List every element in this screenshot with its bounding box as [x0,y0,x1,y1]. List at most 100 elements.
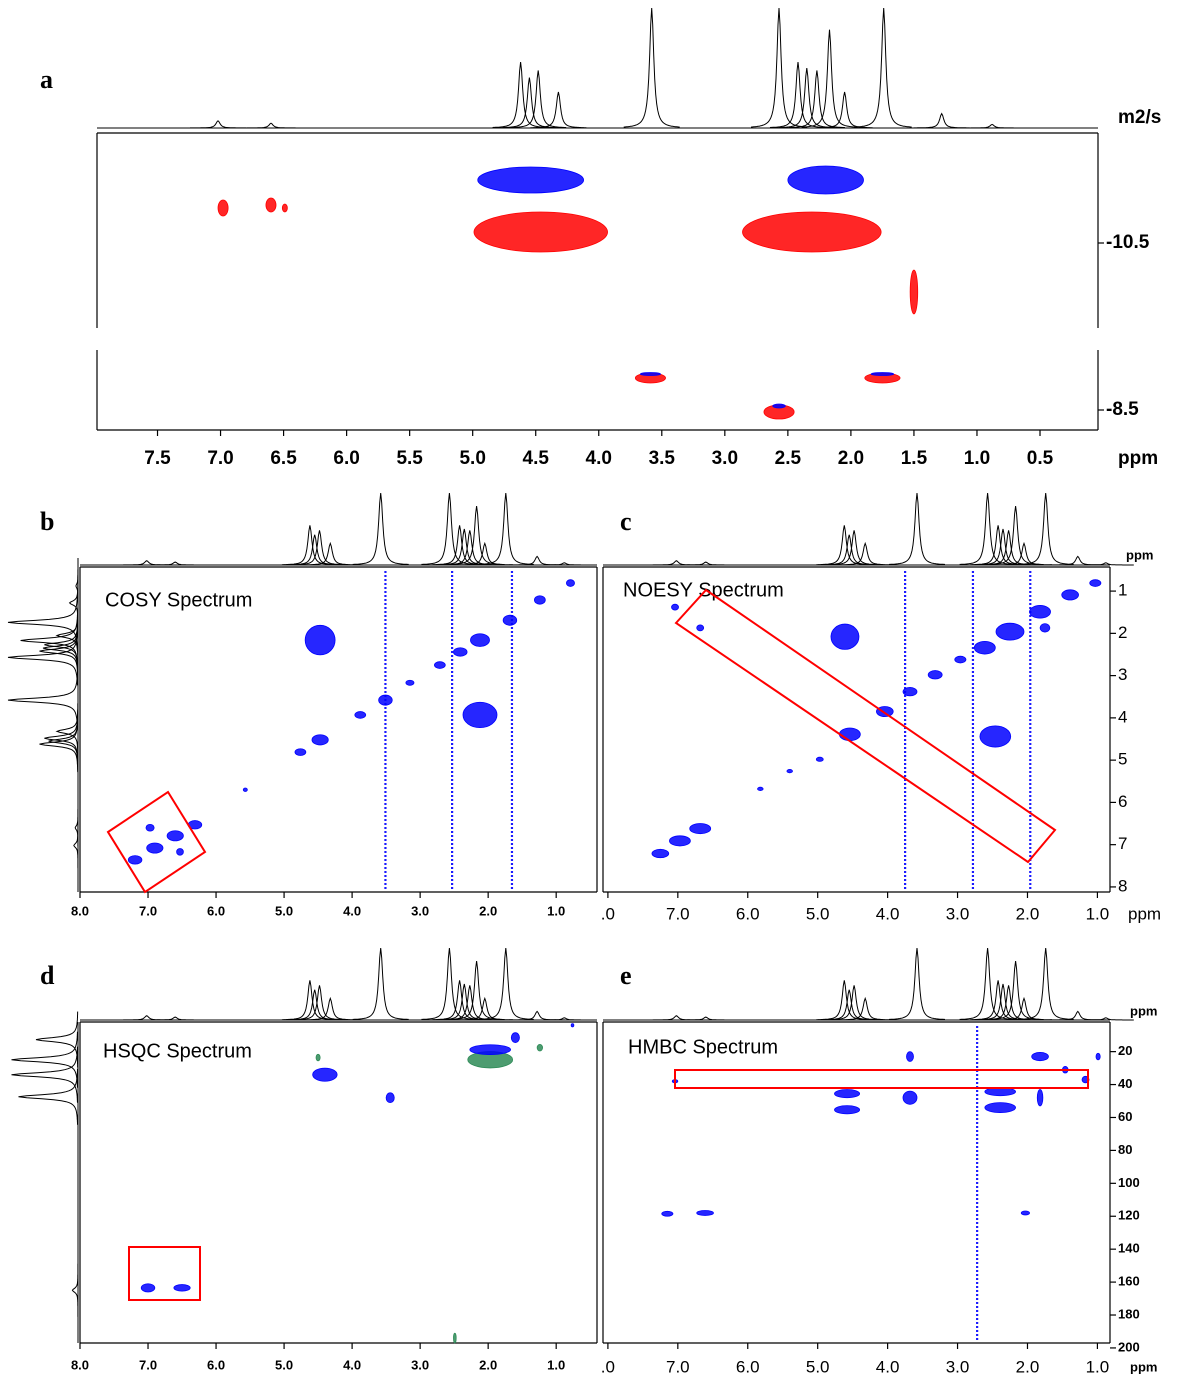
cross-peak [315,1053,321,1062]
y-tick-label: 6 [1118,792,1127,811]
cross-peak [906,1051,914,1062]
trace-peak [677,561,734,566]
x-tick-label: 4.0 [343,1357,361,1372]
cross-peak [834,1089,861,1099]
cross-peak [689,823,712,835]
cross-peak [265,197,277,213]
trace-peak [456,541,513,566]
x-tick-label: 6.0 [333,448,359,469]
cross-peak [477,166,585,194]
cross-peak [742,211,882,253]
trace-peak [821,534,878,566]
cross-peak [145,823,155,832]
x-tick-label: 2.0 [1016,904,1040,923]
cross-peak [127,855,143,865]
cross-peak [453,647,468,657]
y-tick-label: 4 [1118,707,1127,726]
cross-peak [1029,605,1051,619]
x-tick-label: 0.5 [1027,448,1054,469]
cross-peak [786,769,793,774]
trace-peak [889,947,945,1020]
trace-peak [7,594,78,651]
cross-peak [354,711,367,719]
plot-frame [96,132,1099,328]
cross-peak [838,727,861,742]
trace-peak [959,947,1016,1020]
trace-peak [510,70,567,128]
y-axis-label: ppm [1126,547,1153,562]
x-tick-label: .0 [601,1357,615,1376]
trace-peak [421,492,478,565]
trace-peak [1077,1017,1134,1021]
x-tick-label: 3.0 [712,448,738,469]
trace-peak [837,541,894,566]
trace-peak [75,558,79,614]
highlight-box [674,1069,1089,1089]
trace-peak [855,7,912,128]
cross-peak [979,725,1012,748]
x-tick-label: 5.0 [806,904,830,923]
panel-label: d [40,961,55,990]
x-tick-label: 4.5 [523,448,550,469]
cross-peak [1095,1052,1101,1061]
x-tick-label: 6.0 [736,1357,760,1376]
cross-peak [510,1032,520,1043]
cross-peak [639,372,661,376]
x-tick-label: 5.0 [459,448,485,469]
x-tick-label: 3.0 [946,1357,970,1376]
trace-peak [291,985,348,1021]
trace-peak [456,996,513,1021]
trace-peak [509,1010,566,1021]
highlight-box [674,588,1057,864]
cross-peak [140,1283,156,1293]
cross-peak [1031,1052,1049,1062]
x-tick-label: 5.0 [275,1357,293,1372]
trace-peak [477,492,534,565]
trace-peak [913,112,970,129]
trace-peak [302,996,359,1021]
trace-peak [11,1031,78,1088]
trace-peak [987,960,1044,1020]
cross-peak [902,1090,918,1105]
highlight-box [106,790,207,894]
y-tick-label: 100 [1118,1175,1140,1190]
cross-peak [757,786,764,791]
x-tick-label: 4.0 [343,903,361,918]
trace-peak [816,91,873,129]
cross-peak [671,603,679,611]
trace-peak [18,1068,78,1125]
cross-peak [696,1210,714,1216]
x-tick-label: 3.0 [411,903,429,918]
trace-peak [1049,1010,1106,1021]
trace-peak [677,1016,734,1021]
trace-peak [826,530,883,566]
trace-peak [987,505,1044,565]
x-axis-label: ppm [1118,448,1158,469]
trace-peak [959,492,1016,565]
x-axis-label: ppm [1130,1359,1157,1374]
cross-peak [294,748,307,756]
highlight-box [128,1246,201,1301]
cross-peak [834,1105,861,1115]
cross-peak [696,624,705,632]
trace-peak [190,120,246,129]
cross-peak [470,633,490,647]
trace-peak [964,123,1021,129]
trace-peak [243,122,299,129]
x-tick-label: 7.0 [207,448,233,469]
cross-peak [242,787,248,792]
cross-peak [669,835,691,847]
panel-label: c [620,507,632,536]
trace-peak [1017,947,1074,1020]
cross-peak [1089,579,1102,587]
cross-peak [1061,589,1079,601]
plot-frame [602,1021,1111,1344]
plot-frame [96,350,1099,431]
cross-peak [434,661,446,669]
x-tick-label: 3.0 [411,1357,429,1372]
trace-peak [821,989,878,1021]
cross-peak [378,694,393,706]
panel-label: b [40,507,54,536]
x-tick-label: 6.0 [736,904,760,923]
y-tick-label: 180 [1118,1306,1140,1321]
